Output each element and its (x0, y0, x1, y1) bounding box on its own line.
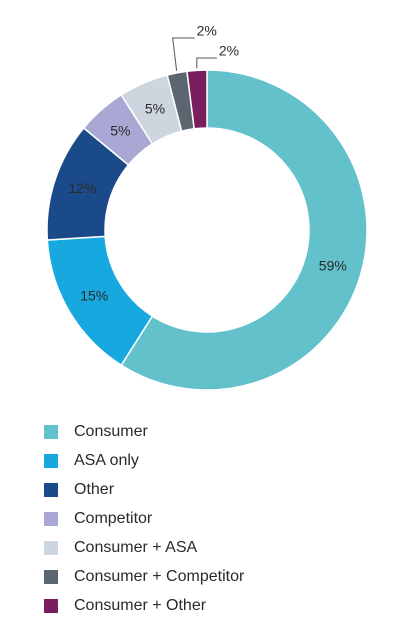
slice-label-consumer-competitor: 2% (197, 23, 217, 39)
legend-item-asa-only: ASA only (44, 446, 244, 475)
chart-legend: Consumer ASA only Other Competitor Consumer … (44, 417, 244, 620)
legend-label: Consumer (74, 422, 148, 440)
legend-item-consumer-asa: Consumer + ASA (44, 533, 244, 562)
legend-label: ASA only (74, 451, 139, 469)
legend-label: Consumer + ASA (74, 538, 198, 556)
legend-label: Competitor (74, 509, 153, 527)
legend-item-other: Other (44, 475, 244, 504)
slice-label-consumer-other: 2% (219, 43, 239, 59)
donut-slices (46, 69, 368, 391)
slice-label-other: 12% (68, 180, 96, 196)
legend-label: Consumer + Other (74, 596, 207, 614)
leader-line-consumer-competitor (172, 37, 195, 71)
donut-chart: 59% 15% 12% 5% 5% 2%2% (46, 23, 368, 391)
legend-item-consumer-competitor: Consumer + Competitor (44, 562, 244, 591)
leader-lines (172, 37, 217, 71)
slice-label-consumer: 59% (319, 257, 347, 273)
legend-swatch (44, 540, 58, 555)
legend-label: Consumer + Competitor (74, 567, 245, 585)
leader-line-consumer-other (196, 57, 217, 69)
slice-label-competitor: 5% (110, 122, 130, 138)
legend-swatch (44, 424, 58, 439)
slice-label-consumer-asa: 5% (145, 100, 165, 116)
slice-consumer-other (186, 69, 208, 130)
legend-swatch (44, 569, 58, 584)
legend-swatch (44, 598, 58, 613)
legend-swatch (44, 482, 58, 497)
legend-item-consumer: Consumer (44, 417, 244, 446)
legend-item-consumer-other: Consumer + Other (44, 591, 244, 620)
slice-consumer (120, 69, 368, 391)
legend-item-competitor: Competitor (44, 504, 244, 533)
legend-swatch (44, 453, 58, 468)
slice-label-asa-only: 15% (80, 287, 108, 303)
legend-swatch (44, 511, 58, 526)
slice-labels: 59% 15% 12% 5% 5% 2%2% (68, 23, 346, 304)
legend-label: Other (74, 480, 115, 498)
